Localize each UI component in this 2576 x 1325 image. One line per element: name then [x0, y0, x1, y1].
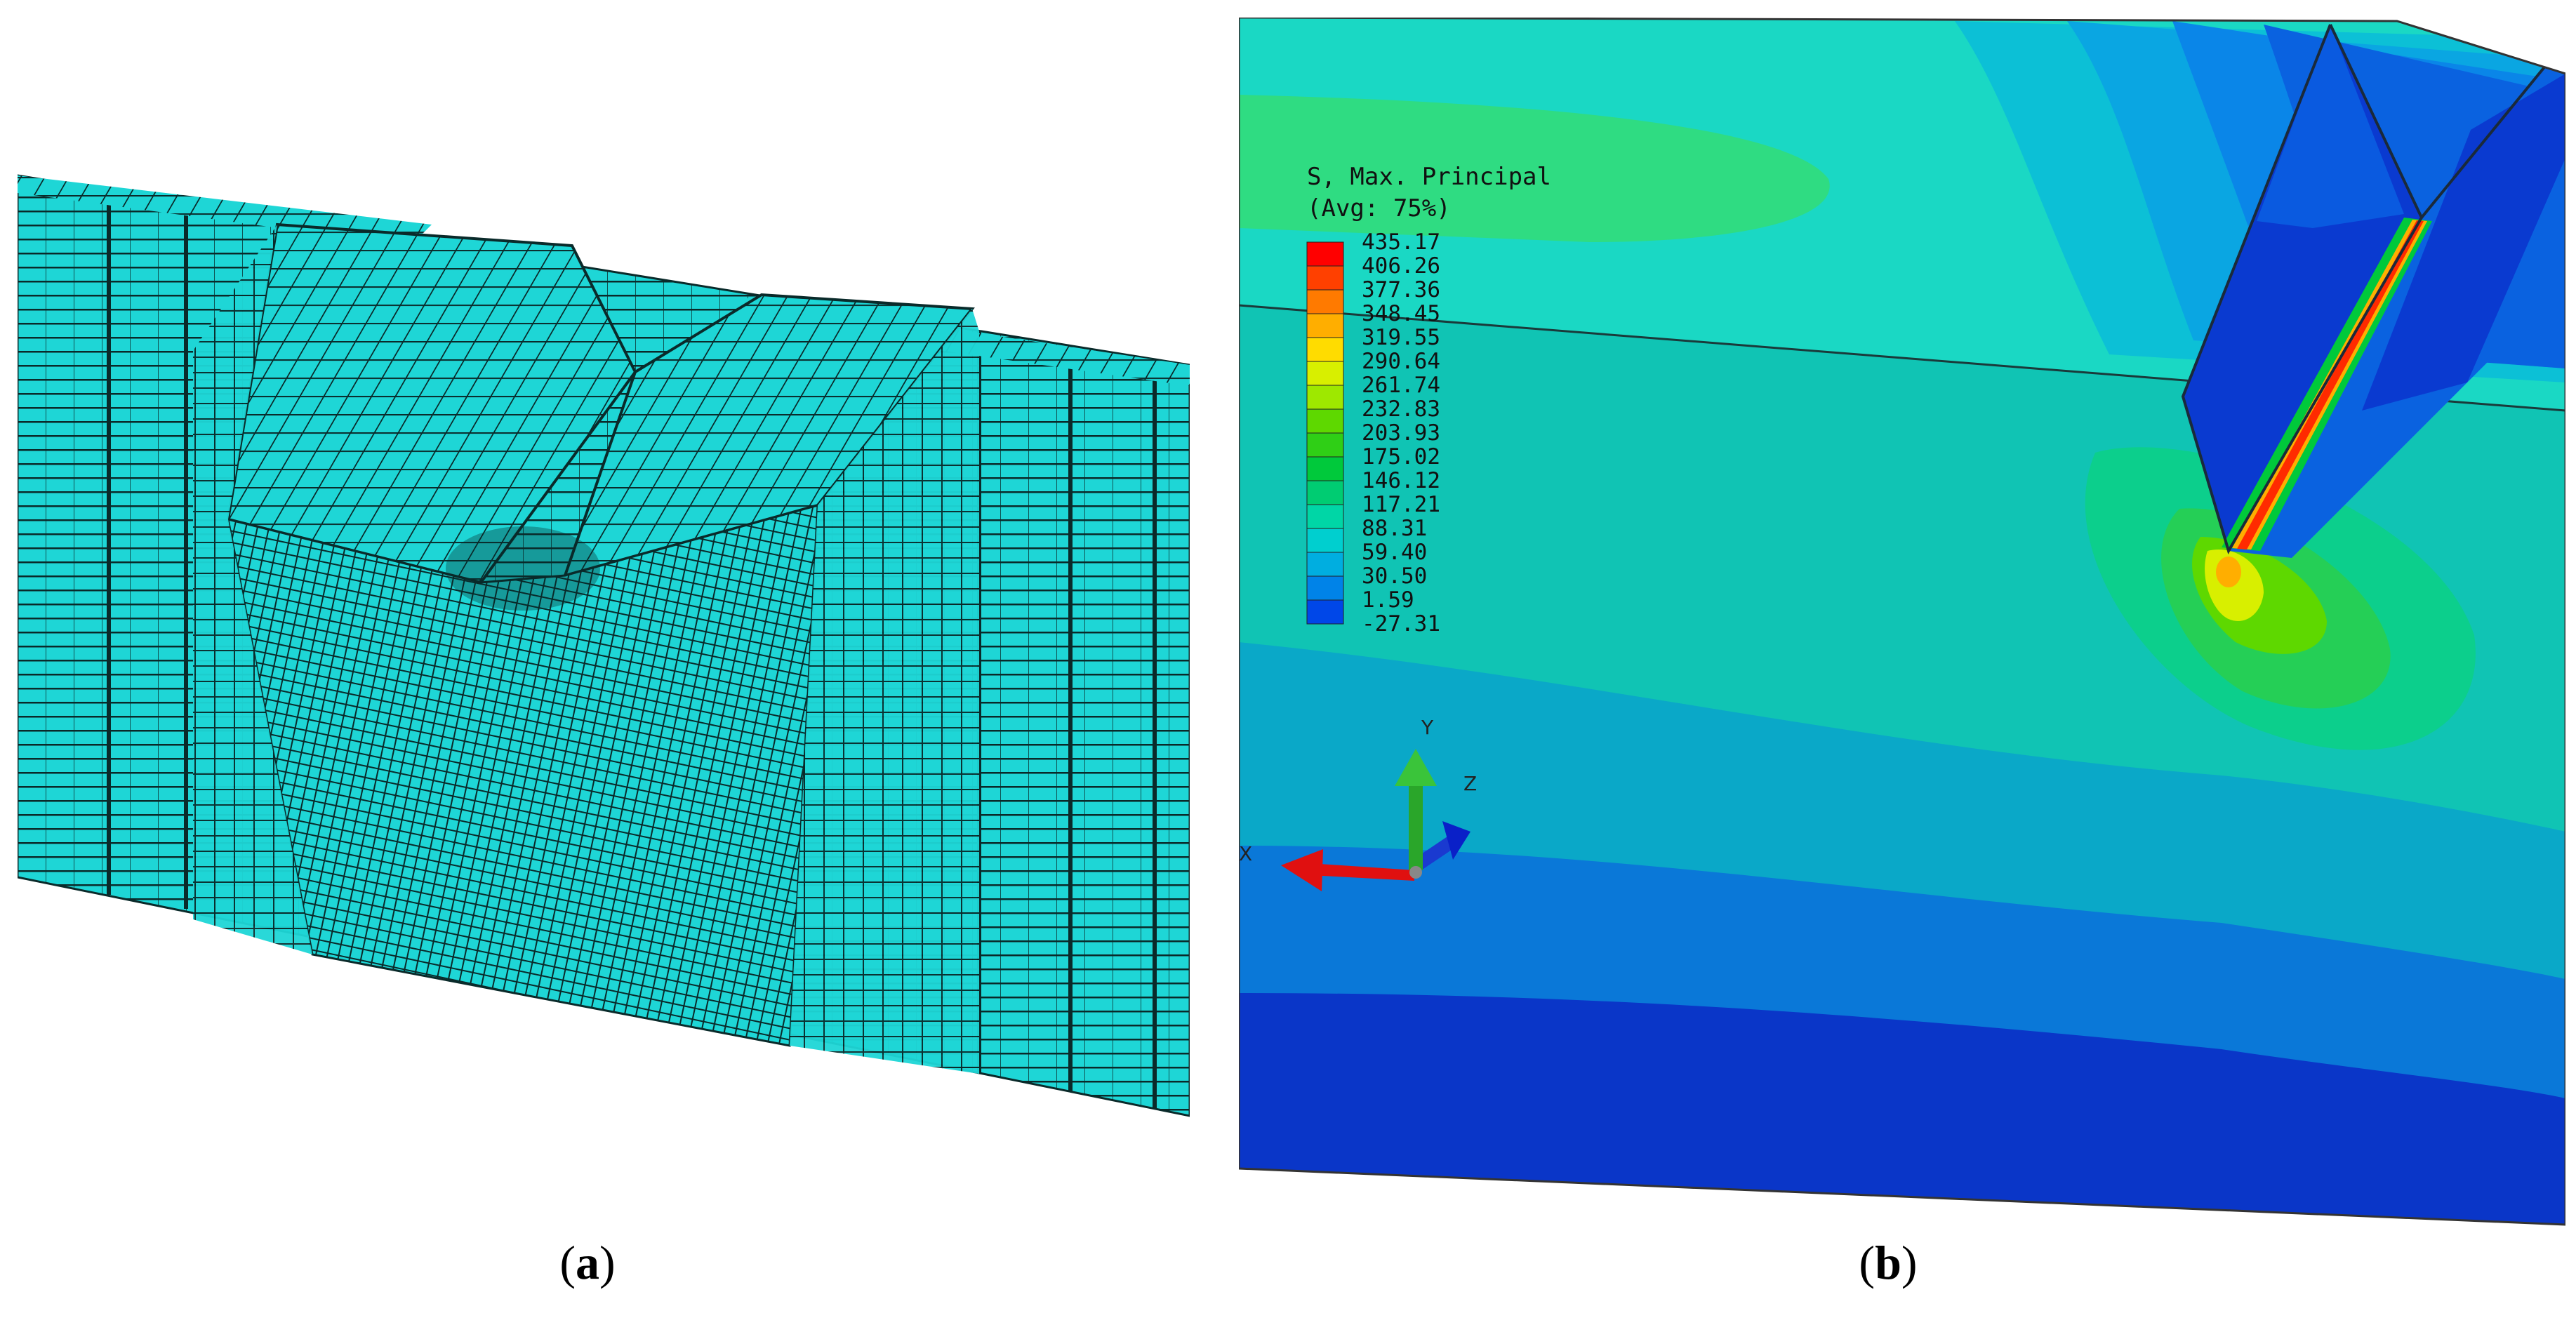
legend-value: 30.50 [1362, 564, 1428, 589]
legend-swatch [1306, 241, 1344, 267]
triad-z-head [1442, 821, 1470, 860]
legend-swatch [1306, 575, 1344, 601]
legend-value: 88.31 [1362, 516, 1428, 541]
legend-swatch [1306, 385, 1344, 410]
legend-value: 290.64 [1362, 349, 1440, 374]
legend-value: 406.26 [1362, 253, 1440, 279]
coordinate-triad [1281, 749, 1470, 891]
legend-value: 232.83 [1362, 397, 1440, 422]
mesh-view [18, 174, 1190, 1117]
legend-value: 146.12 [1362, 468, 1440, 493]
legend-value: 1.59 [1362, 587, 1414, 613]
legend-swatch [1306, 504, 1344, 529]
block-outline [1239, 18, 2565, 1226]
caption-a-letter: a [576, 1236, 599, 1289]
contour-band-lower3 [1239, 993, 2565, 1225]
mesh-transition-right [790, 309, 979, 1074]
triad-y-arrow [1409, 783, 1423, 870]
legend-color-bar [1306, 241, 1344, 625]
legend-value: 348.45 [1362, 301, 1440, 326]
legend-swatch [1306, 456, 1344, 481]
legend-value: -27.31 [1362, 611, 1440, 637]
legend-swatch [1306, 599, 1344, 625]
legend-subtitle: (Avg: 75%) [1307, 194, 1451, 222]
caption-a: (a) [559, 1236, 616, 1289]
mesh-transition-left [193, 225, 312, 954]
triad-y-label: Y [1421, 716, 1434, 739]
legend-value: 175.02 [1362, 444, 1440, 470]
legend-swatch [1306, 313, 1344, 338]
legend-swatch [1306, 480, 1344, 505]
triad-z-label: Z [1463, 772, 1478, 795]
triad-x-head [1281, 849, 1323, 891]
triad-x-arrow [1309, 863, 1414, 881]
legend-swatch [1306, 408, 1344, 434]
caption-b-letter: b [1875, 1236, 1901, 1289]
triad-origin [1409, 866, 1422, 879]
legend-title: S, Max. Principal [1307, 163, 1551, 191]
caption-b: (b) [1859, 1236, 1918, 1289]
legend-value: 59.40 [1362, 540, 1428, 565]
triad-x-label: X [1239, 842, 1253, 865]
legend-swatch [1306, 552, 1344, 577]
notch-inner-edge [2181, 24, 2423, 555]
stress-contour-view [1239, 18, 2565, 1226]
legend-swatch [1306, 361, 1344, 386]
contour-top-green [1239, 95, 1830, 242]
legend-value: 117.21 [1362, 492, 1440, 517]
legend-swatch [1306, 289, 1344, 314]
legend-value: 203.93 [1362, 420, 1440, 446]
triad-z-arrow [1413, 835, 1458, 870]
legend-value: 261.74 [1362, 373, 1440, 398]
notch-left-face-shade [2257, 25, 2404, 228]
legend-swatch [1306, 337, 1344, 362]
legend-swatch [1306, 432, 1344, 458]
notch-tip [446, 526, 600, 611]
triad-y-head [1395, 749, 1437, 786]
legend-value: 435.17 [1362, 229, 1440, 255]
legend-swatch [1306, 528, 1344, 553]
legend-value: 377.36 [1362, 277, 1440, 302]
legend-value: 319.55 [1362, 325, 1440, 350]
notch-band-3 [2237, 220, 2424, 550]
legend-swatch [1306, 265, 1344, 291]
contour-zone-tip-core [2216, 557, 2241, 587]
notch-right-face-shade [2362, 74, 2565, 411]
